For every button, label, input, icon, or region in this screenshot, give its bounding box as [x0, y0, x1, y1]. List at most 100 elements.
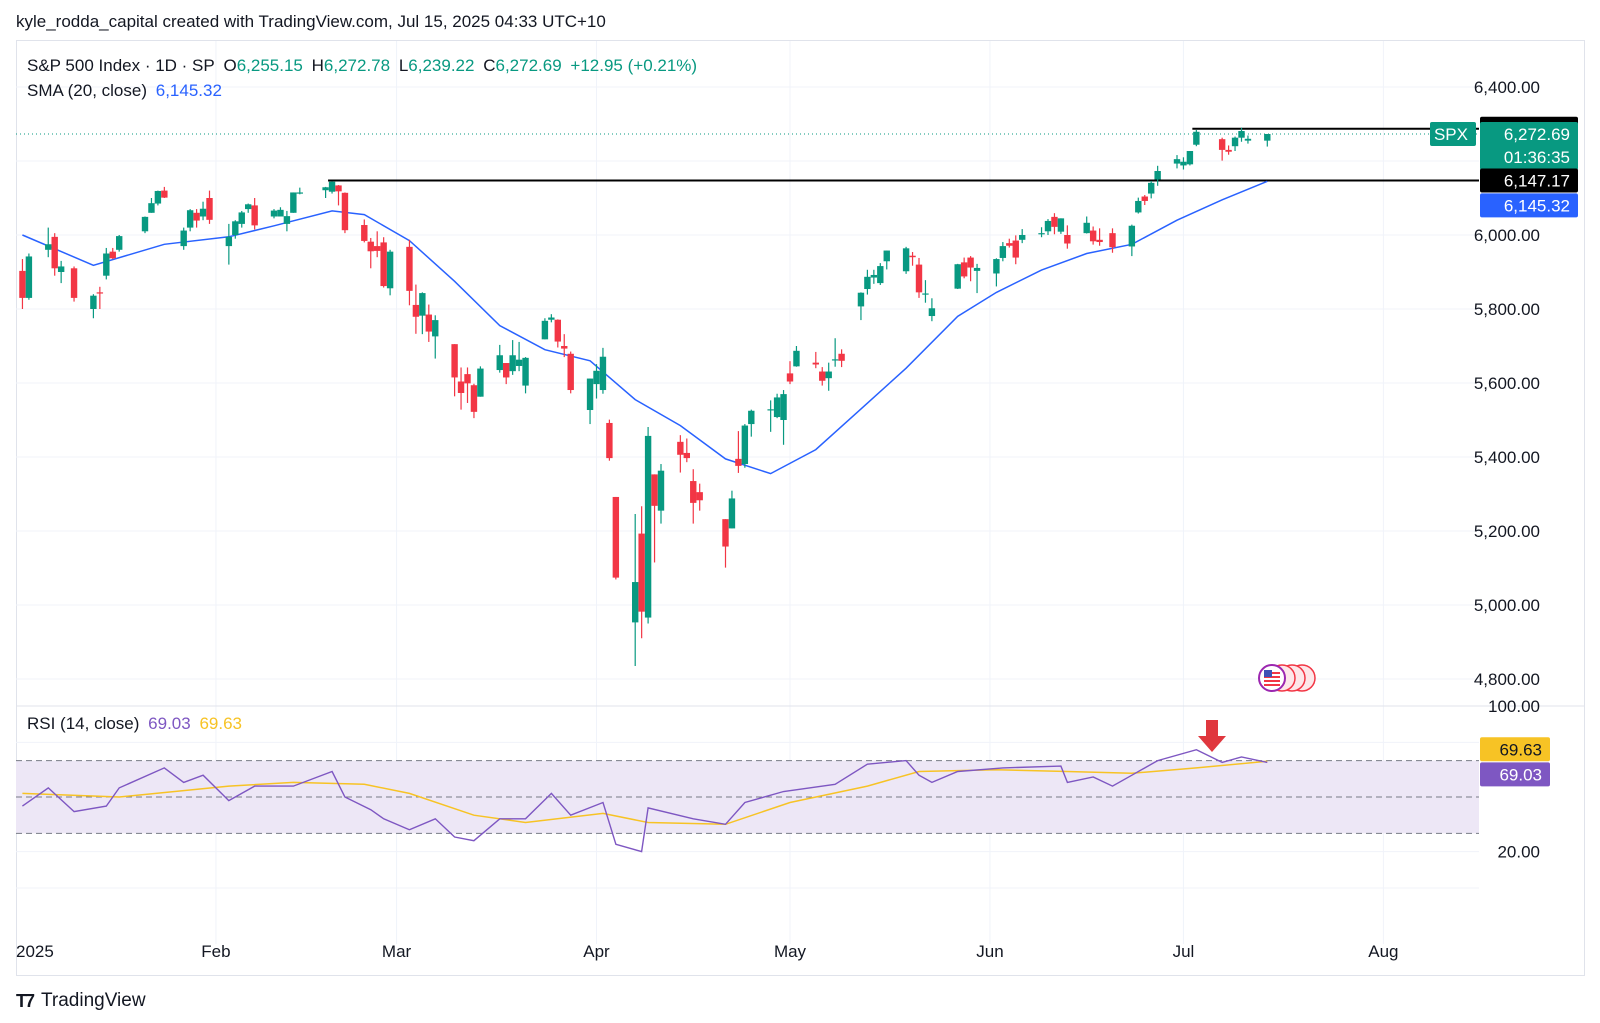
candle[interactable] — [999, 242, 1007, 262]
candle[interactable] — [593, 364, 600, 399]
candle[interactable] — [245, 203, 252, 213]
candle[interactable] — [993, 258, 1000, 287]
candle[interactable] — [70, 266, 78, 302]
candle[interactable] — [831, 338, 839, 367]
candle[interactable] — [515, 341, 523, 372]
candle[interactable] — [412, 284, 420, 334]
candle[interactable] — [586, 378, 594, 425]
candle[interactable] — [973, 263, 981, 294]
candle[interactable] — [554, 319, 561, 348]
candle[interactable] — [1089, 226, 1097, 245]
candle[interactable] — [109, 247, 116, 260]
candle[interactable] — [1225, 145, 1232, 155]
candle[interactable] — [25, 253, 33, 300]
candle[interactable] — [425, 304, 432, 342]
candle[interactable] — [290, 192, 297, 213]
candle[interactable] — [1006, 238, 1013, 248]
candle[interactable] — [1109, 228, 1116, 253]
candle[interactable] — [103, 247, 110, 280]
candle[interactable] — [1154, 165, 1161, 186]
candle[interactable] — [638, 506, 645, 639]
candle[interactable] — [1173, 155, 1181, 169]
candle[interactable] — [1083, 216, 1090, 234]
candle[interactable] — [612, 496, 620, 580]
candle[interactable] — [786, 361, 794, 385]
candle[interactable] — [825, 362, 832, 391]
candle[interactable] — [180, 227, 187, 250]
candle[interactable] — [1051, 213, 1058, 235]
candle[interactable] — [496, 344, 503, 373]
rsi-legend[interactable]: RSI (14, close) 69.03 69.63 — [27, 714, 246, 734]
candle[interactable] — [406, 239, 413, 306]
candle[interactable] — [857, 292, 865, 321]
candle[interactable] — [186, 209, 194, 232]
candle[interactable] — [335, 185, 342, 206]
us-flag-events-icon[interactable] — [1258, 664, 1316, 692]
candle[interactable] — [322, 186, 329, 198]
candle[interactable] — [561, 334, 568, 358]
candle[interactable] — [251, 198, 258, 230]
candle[interactable] — [960, 257, 968, 279]
candle[interactable] — [1141, 195, 1148, 206]
candle[interactable] — [1038, 227, 1045, 238]
candle[interactable] — [928, 298, 936, 322]
candle[interactable] — [51, 233, 58, 276]
candle[interactable] — [374, 231, 381, 258]
candle[interactable] — [1148, 180, 1155, 199]
candle[interactable] — [380, 237, 387, 288]
candle[interactable] — [1135, 197, 1142, 214]
footer-brand[interactable]: T7 TradingView — [16, 990, 146, 1012]
candle[interactable] — [748, 409, 755, 437]
candle[interactable] — [696, 483, 703, 511]
candle[interactable] — [232, 220, 239, 239]
candle[interactable] — [1128, 224, 1136, 257]
candle[interactable] — [793, 346, 800, 367]
candle[interactable] — [199, 201, 207, 221]
candle[interactable] — [780, 390, 787, 445]
candle[interactable] — [819, 367, 826, 386]
candle[interactable] — [154, 190, 162, 206]
candle[interactable] — [503, 363, 510, 385]
candle[interactable] — [967, 256, 974, 282]
candle[interactable] — [296, 187, 303, 195]
candle[interactable] — [96, 286, 104, 309]
candle[interactable] — [45, 227, 52, 258]
candle[interactable] — [954, 263, 961, 290]
candle[interactable] — [432, 315, 439, 359]
candle[interactable] — [599, 347, 607, 394]
candle[interactable] — [1096, 228, 1103, 246]
candle[interactable] — [522, 357, 529, 394]
candle[interactable] — [509, 340, 516, 375]
candle[interactable] — [567, 351, 574, 394]
candle[interactable] — [470, 383, 478, 419]
candle[interactable] — [657, 464, 665, 524]
candle[interactable] — [812, 351, 819, 369]
candle[interactable] — [1193, 129, 1200, 147]
candle[interactable] — [206, 190, 213, 224]
candle[interactable] — [341, 192, 349, 234]
candle[interactable] — [1231, 136, 1239, 152]
candle[interactable] — [1264, 133, 1271, 147]
candle[interactable] — [1186, 151, 1194, 166]
candle[interactable] — [690, 469, 697, 524]
candle[interactable] — [741, 424, 749, 468]
candle[interactable] — [1064, 225, 1071, 249]
candle[interactable] — [1044, 219, 1052, 235]
candle[interactable] — [1057, 218, 1065, 234]
candle[interactable] — [419, 292, 426, 335]
candle[interactable] — [1238, 127, 1245, 142]
candle[interactable] — [922, 280, 929, 303]
candle[interactable] — [161, 186, 168, 198]
candle[interactable] — [148, 198, 155, 213]
candle[interactable] — [283, 210, 291, 232]
candle[interactable] — [57, 260, 65, 284]
candle[interactable] — [477, 366, 484, 397]
candle[interactable] — [728, 490, 736, 529]
candle[interactable] — [548, 314, 555, 323]
candle[interactable] — [606, 419, 613, 461]
candle[interactable] — [277, 207, 284, 217]
candle[interactable] — [367, 237, 374, 269]
candle[interactable] — [361, 219, 368, 243]
candle[interactable] — [870, 269, 878, 284]
